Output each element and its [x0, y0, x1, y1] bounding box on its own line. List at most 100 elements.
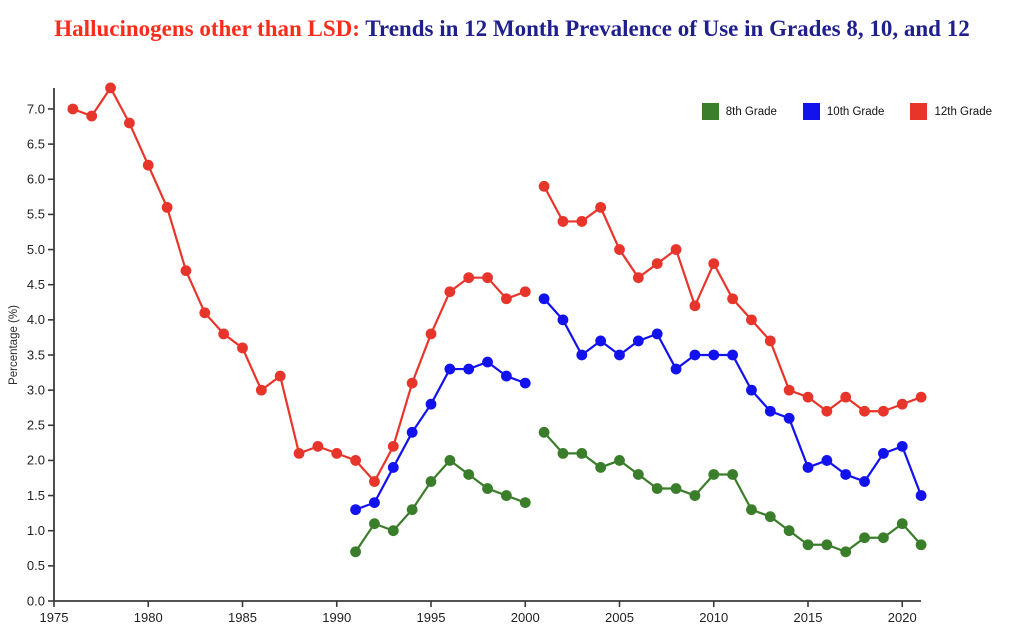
- x-tick-label: 2020: [888, 610, 917, 625]
- point-8th-grade-1997: [463, 469, 475, 480]
- y-tick-label: 2.5: [27, 418, 45, 433]
- point-10th-grade-2020: [896, 440, 908, 452]
- point-8th-grade-2017: [840, 546, 852, 558]
- y-tick-label: 2.0: [27, 453, 45, 468]
- y-tick-label: 1.0: [27, 523, 45, 538]
- point-8th-grade-1998: [482, 483, 493, 494]
- point-12th-grade-2020: [896, 398, 908, 410]
- point-10th-grade-2010: [708, 349, 720, 361]
- x-tick-label: 2015: [794, 610, 823, 625]
- x-tick-label: 2010: [699, 610, 728, 625]
- series-line-10th-grade: [355, 360, 526, 511]
- point-10th-grade-2007: [651, 328, 663, 340]
- y-tick-label: 0.0: [27, 593, 45, 608]
- point-8th-grade-2020: [896, 518, 908, 530]
- point-8th-grade-2004: [595, 462, 607, 473]
- point-10th-grade-2008: [670, 363, 682, 375]
- point-8th-grade-1994: [406, 504, 418, 516]
- point-12th-grade-2001: [538, 180, 550, 192]
- point-12th-grade-2002: [557, 216, 569, 227]
- point-12th-grade-1998: [482, 272, 493, 284]
- point-12th-grade-1983: [199, 307, 211, 319]
- legend: 8th Grade 10th Grade 12th Grade: [701, 103, 992, 120]
- point-8th-grade-2008: [670, 483, 682, 494]
- point-10th-grade-1996: [444, 363, 456, 375]
- x-tick-label: 1995: [417, 610, 446, 625]
- point-12th-grade-2011: [727, 293, 738, 305]
- series-line-12th-grade: [72, 85, 526, 484]
- point-10th-grade-1999: [501, 370, 512, 382]
- y-tick-label: 1.5: [27, 488, 45, 503]
- legend-label-10th-grade: 10th Grade: [826, 105, 885, 118]
- point-10th-grade-2013: [764, 405, 776, 417]
- point-8th-grade-1996: [444, 455, 456, 466]
- point-12th-grade-1985: [237, 342, 248, 354]
- y-tick-label: 4.0: [27, 312, 45, 327]
- point-10th-grade-2000: [519, 377, 531, 389]
- legend-label-12th-grade: 12th Grade: [934, 105, 992, 118]
- point-8th-grade-2010: [708, 469, 720, 480]
- point-12th-grade-2019: [878, 405, 889, 417]
- point-10th-grade-1991: [350, 504, 361, 516]
- point-12th-grade-2004: [595, 201, 607, 213]
- point-8th-grade-1993: [387, 525, 399, 537]
- point-10th-grade-2002: [557, 314, 569, 326]
- legend-item-8th-grade: 8th Grade: [701, 103, 777, 120]
- point-12th-grade-1987: [274, 370, 286, 382]
- point-12th-grade-2010: [708, 258, 720, 270]
- point-8th-grade-2019: [878, 532, 889, 544]
- point-12th-grade-2017: [840, 391, 852, 403]
- point-10th-grade-1994: [406, 426, 418, 438]
- point-12th-grade-1996: [444, 286, 456, 298]
- point-10th-grade-2016: [821, 455, 833, 466]
- point-12th-grade-2009: [689, 300, 701, 312]
- point-10th-grade-2017: [840, 469, 852, 480]
- point-12th-grade-1997: [463, 272, 475, 284]
- chart-title: Hallucinogens other than LSD: Trends in …: [0, 16, 1024, 42]
- point-8th-grade-2011: [727, 469, 738, 480]
- x-tick-label: 1985: [228, 610, 257, 625]
- point-12th-grade-1980: [142, 159, 154, 171]
- series-line-8th-grade: [354, 458, 526, 553]
- legend-label-8th-grade: 8th Grade: [725, 105, 777, 118]
- point-8th-grade-2005: [614, 455, 625, 466]
- point-12th-grade-2006: [632, 272, 644, 284]
- x-tick-label: 2005: [605, 610, 634, 625]
- point-12th-grade-2021: [915, 391, 927, 403]
- point-10th-grade-2021: [915, 490, 927, 501]
- point-10th-grade-1992: [369, 497, 380, 508]
- point-8th-grade-2003: [576, 447, 588, 459]
- point-8th-grade-2016: [821, 539, 833, 551]
- point-12th-grade-1995: [425, 328, 437, 340]
- point-10th-grade-2005: [614, 349, 625, 361]
- point-12th-grade-1993: [387, 440, 399, 452]
- y-tick-label: 6.0: [27, 172, 45, 187]
- point-8th-grade-1999: [501, 490, 512, 501]
- point-10th-grade-2004: [595, 335, 607, 347]
- point-12th-grade-1984: [218, 328, 230, 340]
- point-8th-grade-2006: [632, 469, 644, 480]
- point-8th-grade-2021: [915, 539, 927, 551]
- point-10th-grade-1997: [463, 363, 475, 375]
- y-tick-label: 7.0: [27, 101, 45, 116]
- point-8th-grade-2013: [764, 511, 776, 523]
- point-12th-grade-2018: [859, 405, 870, 417]
- y-tick-label: 0.5: [27, 558, 45, 573]
- point-12th-grade-2012: [746, 314, 757, 326]
- y-tick-label: 5.5: [27, 207, 45, 222]
- y-tick-label: 6.5: [27, 136, 45, 151]
- point-12th-grade-2013: [764, 335, 776, 347]
- point-12th-grade-1986: [255, 384, 267, 396]
- point-12th-grade-1979: [123, 117, 135, 129]
- point-8th-grade-1992: [369, 518, 380, 530]
- point-10th-grade-2006: [632, 335, 644, 347]
- point-12th-grade-1990: [331, 447, 343, 459]
- point-8th-grade-2015: [802, 539, 814, 551]
- point-10th-grade-1995: [425, 398, 437, 410]
- point-12th-grade-1976: [67, 103, 79, 115]
- point-8th-grade-1995: [425, 476, 437, 487]
- legend-item-12th-grade: 12th Grade: [910, 103, 992, 120]
- point-10th-grade-2001: [538, 293, 550, 305]
